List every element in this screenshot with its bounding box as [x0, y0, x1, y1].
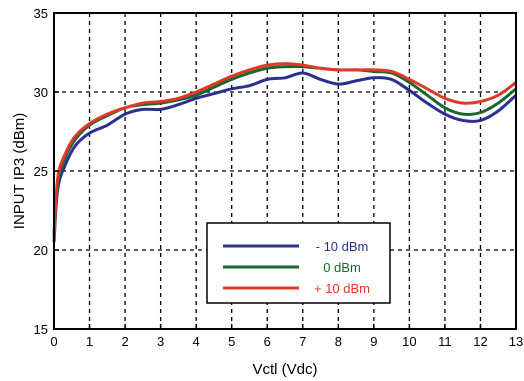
x-tick-label: 4: [193, 334, 200, 349]
y-axis-ticks: 15 20 25 30 35: [34, 6, 59, 337]
grid-lines: [54, 13, 516, 329]
y-tick-label: 25: [34, 164, 48, 179]
x-tick-label: 1: [86, 334, 93, 349]
x-tick-label: 12: [473, 334, 487, 349]
y-tick-label: 20: [34, 243, 48, 258]
series-line-0: [52, 71, 517, 243]
x-tick-label: 9: [370, 334, 377, 349]
y-tick-label: 35: [34, 6, 48, 21]
legend-box: [206, 222, 391, 304]
x-tick-label: 6: [264, 334, 271, 349]
legend-label: - 10 dBm: [316, 239, 369, 254]
x-tick-label: 5: [228, 334, 235, 349]
x-tick-label: 11: [438, 334, 452, 349]
x-tick-label: 3: [157, 334, 164, 349]
x-tick-label: 7: [299, 334, 306, 349]
x-tick-label: 8: [335, 334, 342, 349]
x-tick-label: 0: [50, 334, 57, 349]
y-tick-label: 30: [34, 85, 48, 100]
legend-label: 0 dBm: [323, 260, 361, 275]
x-tick-label: 13: [509, 334, 523, 349]
legend: - 10 dBm 0 dBm + 10 dBm: [206, 222, 391, 304]
series-line-2: [52, 62, 517, 238]
y-axis-title: INPUT IP3 (dBm): [11, 113, 28, 229]
series-lines: [52, 62, 517, 243]
y-tick-label: 15: [34, 322, 48, 337]
legend-label: + 10 dBm: [314, 281, 370, 296]
x-tick-label: 2: [121, 334, 128, 349]
x-axis-title: Vctl (Vdc): [252, 361, 317, 378]
x-tick-label: 10: [402, 334, 416, 349]
x-axis-ticks: 0 1 2 3 4 5 6 7 8 9 10 11 12 13: [50, 324, 523, 349]
